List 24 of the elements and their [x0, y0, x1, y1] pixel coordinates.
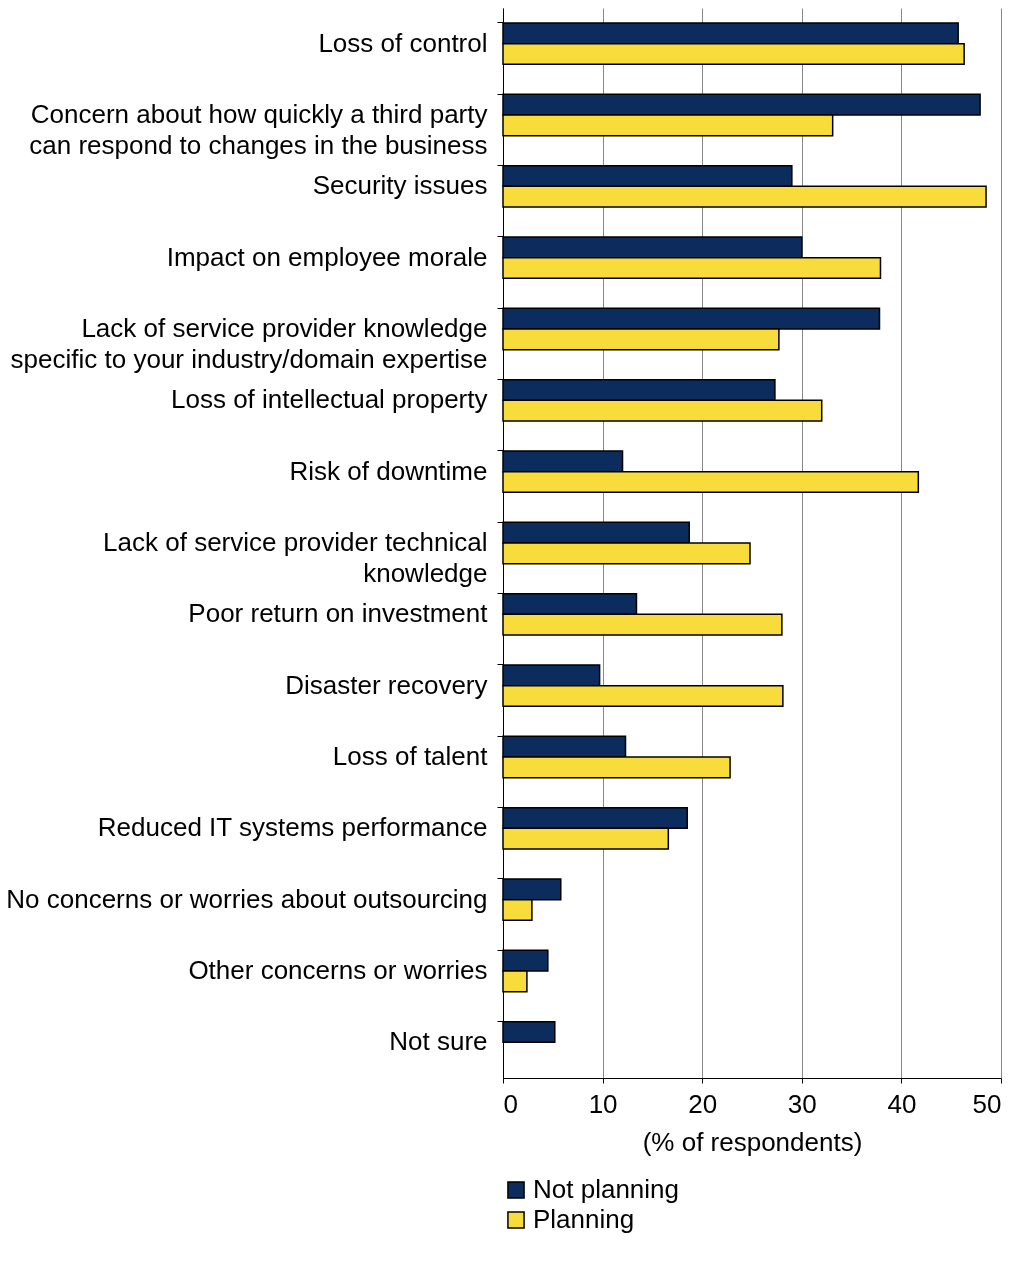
legend-label: Not planning [533, 1174, 679, 1204]
y-tick-label: Loss of intellectual property [170, 384, 488, 415]
y-tick-label: Disaster recovery [285, 669, 488, 700]
x-tick-label: 0 [503, 1088, 518, 1119]
y-tick-label: Lack of service provider knowledge specific to your industry/domain expertise [10, 313, 488, 374]
y-tick-label: Reduced IT systems performance [97, 812, 488, 843]
y-tick-label: Risk of downtime [289, 455, 488, 486]
x-tick-label: 50 [972, 1088, 1002, 1119]
x-tick-label: 40 [887, 1088, 917, 1119]
legend-label: Planning [533, 1204, 635, 1234]
y-tick-label: Loss of talent [332, 741, 489, 771]
y-tick-label: No concerns or worries about outsourcing [6, 883, 488, 914]
y-tick-label: Poor return on investment [188, 598, 489, 629]
y-tick-label: Other concerns or worries [188, 955, 488, 985]
y-tick-label: Lack of service provider technical knowledge [103, 527, 488, 588]
x-axis-title: (% of respondents) [642, 1126, 863, 1157]
x-tick-label: 20 [688, 1088, 718, 1119]
y-tick-label: Security issues [312, 170, 488, 201]
x-tick-label: 10 [588, 1088, 618, 1119]
y-tick-label: Loss of control [318, 27, 488, 58]
x-tick-label: 30 [787, 1088, 817, 1119]
y-tick-label: Impact on employee morale [166, 241, 488, 272]
y-tick-label: Concern about how quickly a third party can respond to changes in the business [29, 99, 488, 160]
y-tick-label: Not sure [389, 1026, 488, 1057]
